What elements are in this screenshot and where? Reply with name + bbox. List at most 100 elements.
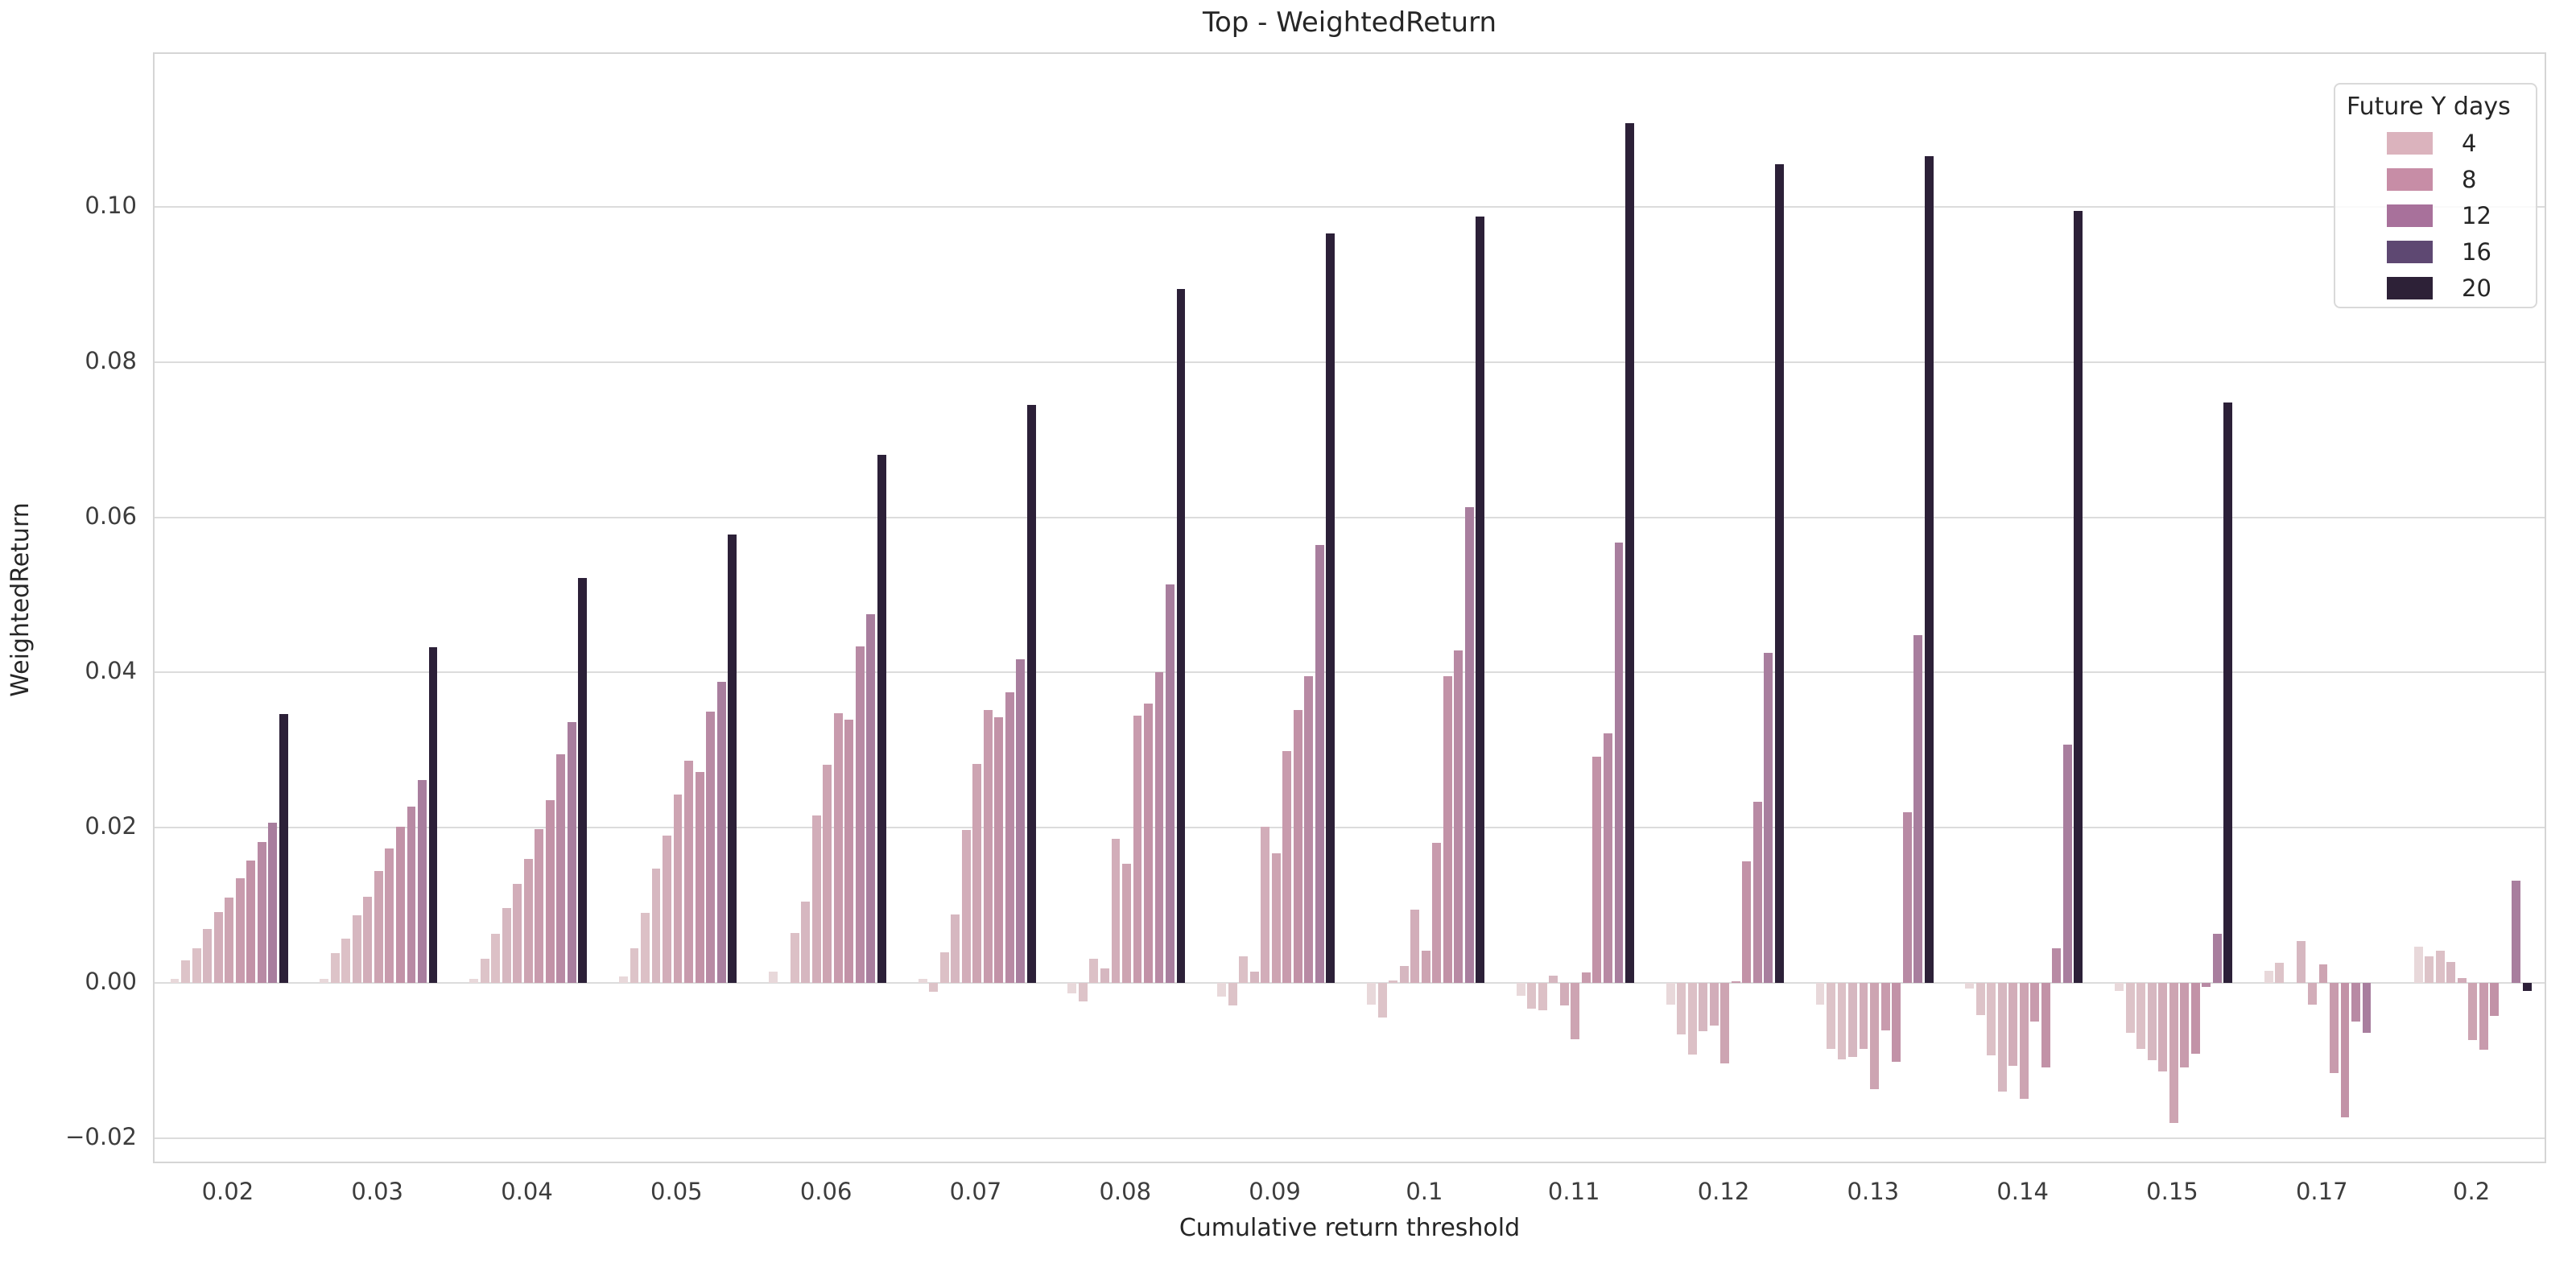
bar bbox=[428, 646, 438, 983]
bar bbox=[2468, 983, 2478, 1041]
bar bbox=[2125, 983, 2135, 1033]
gridline bbox=[155, 206, 2545, 208]
bar bbox=[203, 928, 213, 983]
legend-entry: 4 bbox=[2347, 125, 2536, 161]
x-tick-label: 0.13 bbox=[1847, 1178, 1900, 1205]
bar bbox=[213, 912, 223, 983]
bar bbox=[578, 577, 588, 983]
bar bbox=[2169, 983, 2178, 1124]
bar bbox=[619, 976, 628, 983]
bar bbox=[1731, 981, 1740, 984]
bar bbox=[491, 934, 501, 983]
x-tick-label: 0.11 bbox=[1547, 1178, 1600, 1205]
bar bbox=[1571, 983, 1580, 1040]
bar bbox=[2180, 983, 2190, 1068]
legend-swatch bbox=[2387, 240, 2433, 263]
gridline bbox=[155, 516, 2545, 518]
bar bbox=[1848, 983, 1857, 1057]
bar bbox=[2490, 983, 2500, 1017]
bar bbox=[695, 771, 704, 983]
bar bbox=[1614, 543, 1624, 983]
bar bbox=[2275, 962, 2285, 983]
x-tick-label: 0.03 bbox=[351, 1178, 403, 1205]
bar bbox=[1464, 507, 1474, 983]
legend-entry-label: 16 bbox=[2462, 237, 2491, 266]
bar bbox=[1443, 676, 1452, 983]
bar bbox=[1217, 983, 1227, 997]
bar bbox=[556, 753, 566, 983]
y-tick-label: 0.10 bbox=[85, 192, 137, 219]
x-tick-label: 0.05 bbox=[650, 1178, 703, 1205]
x-tick-label: 0.07 bbox=[949, 1178, 1002, 1205]
bar bbox=[2457, 978, 2467, 983]
bar bbox=[2479, 983, 2488, 1050]
x-tick-label: 0.02 bbox=[201, 1178, 254, 1205]
bar bbox=[1892, 983, 1901, 1063]
bar bbox=[768, 971, 778, 983]
y-tick-label: 0.04 bbox=[85, 657, 137, 685]
bar bbox=[1549, 976, 1558, 983]
bar bbox=[1902, 811, 1912, 983]
bar bbox=[1389, 980, 1397, 983]
bar bbox=[684, 761, 693, 983]
x-tick-label: 0.09 bbox=[1249, 1178, 1301, 1205]
bar bbox=[513, 883, 522, 983]
bar bbox=[2297, 940, 2306, 983]
bar bbox=[1421, 950, 1430, 983]
x-tick-label: 0.04 bbox=[501, 1178, 553, 1205]
legend-swatch bbox=[2387, 131, 2433, 155]
bar bbox=[1089, 959, 1099, 983]
bar bbox=[1742, 861, 1752, 983]
legend-entry: 12 bbox=[2347, 197, 2536, 233]
bar bbox=[2522, 983, 2532, 991]
bar bbox=[341, 939, 351, 983]
bar bbox=[2008, 983, 2018, 1067]
bar bbox=[918, 979, 927, 983]
bar bbox=[2330, 983, 2339, 1073]
bar bbox=[1965, 983, 1975, 989]
y-tick-label: −0.02 bbox=[65, 1122, 137, 1150]
bar bbox=[1228, 983, 1237, 1005]
bar bbox=[651, 869, 661, 983]
x-axis-title: Cumulative return threshold bbox=[1179, 1214, 1521, 1242]
bar bbox=[1176, 289, 1186, 983]
bar bbox=[855, 646, 865, 983]
bar bbox=[352, 915, 361, 983]
bar bbox=[480, 959, 489, 983]
bar bbox=[535, 829, 544, 983]
bar bbox=[1538, 983, 1547, 1010]
bar bbox=[170, 979, 180, 983]
x-tick-label: 0.06 bbox=[799, 1178, 852, 1205]
bar bbox=[2190, 983, 2200, 1054]
bar bbox=[728, 534, 737, 983]
bar bbox=[1859, 983, 1868, 1049]
bar bbox=[2147, 983, 2157, 1061]
legend-entry-label: 8 bbox=[2462, 165, 2477, 193]
bar bbox=[1677, 983, 1686, 1034]
bar bbox=[844, 720, 854, 983]
bar bbox=[330, 953, 340, 983]
bar bbox=[2062, 745, 2072, 983]
bar bbox=[939, 952, 949, 983]
bar bbox=[1774, 163, 1784, 983]
bar bbox=[181, 960, 190, 983]
bar bbox=[630, 947, 639, 983]
bar bbox=[1261, 827, 1270, 983]
bar bbox=[641, 913, 650, 983]
bar bbox=[469, 979, 479, 983]
bar bbox=[2435, 950, 2445, 983]
bar bbox=[1315, 545, 1324, 983]
bar bbox=[567, 722, 576, 983]
bar bbox=[363, 896, 373, 983]
y-tick-label: 0.08 bbox=[85, 346, 137, 374]
x-tick-label: 0.12 bbox=[1697, 1178, 1750, 1205]
bar bbox=[1699, 983, 1708, 1031]
bar bbox=[279, 714, 288, 983]
bar bbox=[1913, 635, 1923, 983]
bar bbox=[257, 841, 266, 983]
bar bbox=[1026, 404, 1036, 983]
bar bbox=[706, 711, 716, 983]
bar bbox=[929, 983, 939, 992]
gridline bbox=[155, 361, 2545, 363]
bar bbox=[1975, 983, 1985, 1016]
